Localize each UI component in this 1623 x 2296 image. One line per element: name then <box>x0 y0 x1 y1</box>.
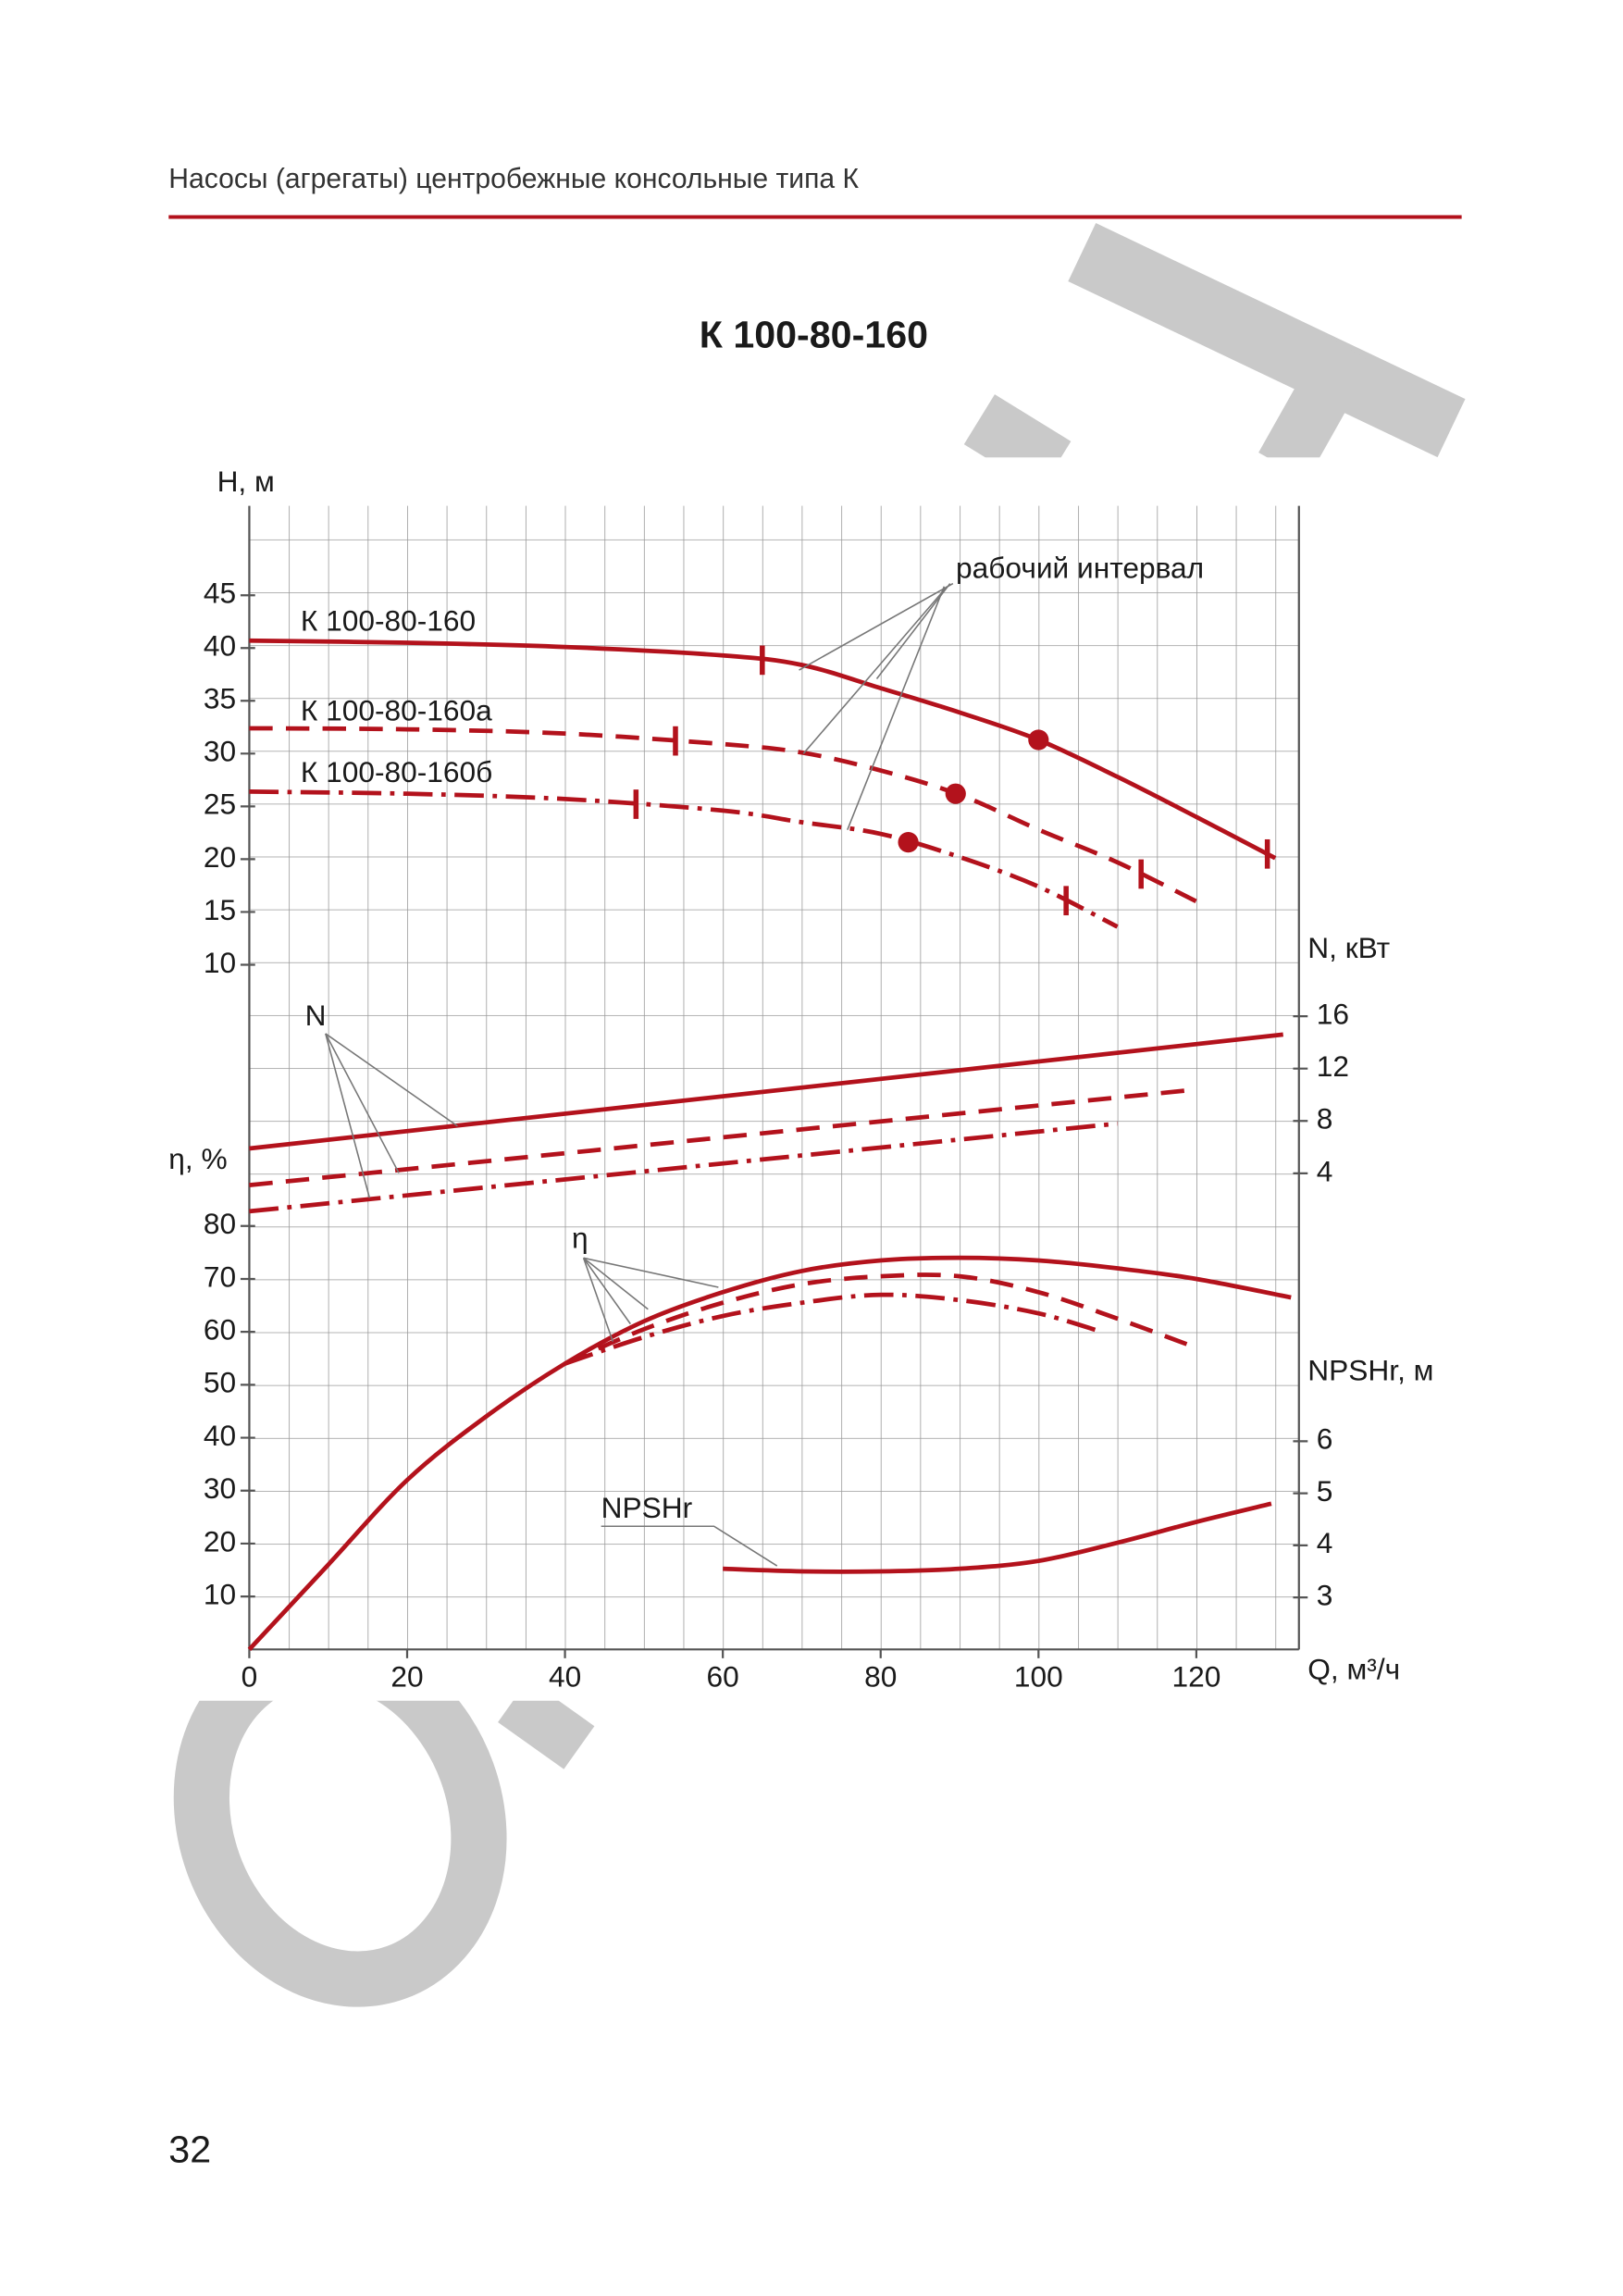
annotation: N <box>305 999 327 1032</box>
curve <box>564 1292 1103 1366</box>
y-tick-label: 10 <box>204 1578 236 1611</box>
axis-title: H, м <box>217 465 275 498</box>
y-tick-label: 30 <box>204 735 236 768</box>
x-axis-title: Q, м³/ч <box>1307 1652 1400 1685</box>
optimum-point <box>898 832 919 853</box>
leader-line <box>325 1033 400 1173</box>
x-tick-label: 80 <box>864 1659 897 1693</box>
y-tick-label: 10 <box>204 946 236 979</box>
x-tick-label: 0 <box>242 1659 258 1693</box>
curve <box>249 789 1119 929</box>
header-text: Насосы (агрегаты) центробежные консольны… <box>168 164 859 194</box>
series-label: К 100-80-160 <box>301 604 476 638</box>
leader-line <box>847 586 946 831</box>
curve <box>249 638 1277 861</box>
y-tick-label: 4 <box>1317 1154 1333 1187</box>
y-tick-label: 80 <box>204 1207 236 1240</box>
x-tick-label: 40 <box>549 1659 581 1693</box>
y-tick-label: 20 <box>204 1524 236 1558</box>
x-tick-label: 60 <box>707 1659 739 1693</box>
y-tick-label: 8 <box>1317 1102 1333 1136</box>
leader-line <box>799 582 954 671</box>
curve <box>723 1501 1272 1574</box>
leader-line <box>601 1525 778 1567</box>
axis-title: NPSHr, м <box>1307 1353 1433 1386</box>
x-tick-label: 20 <box>390 1659 423 1693</box>
y-tick-label: 4 <box>1317 1526 1333 1559</box>
leader-line <box>582 1258 614 1342</box>
y-tick-label: 6 <box>1317 1422 1333 1456</box>
y-tick-label: 40 <box>204 629 236 663</box>
annotation: рабочий интервал <box>956 552 1204 585</box>
series-label: NPSHr <box>601 1491 693 1524</box>
annotation: η <box>572 1222 588 1255</box>
series-label: К 100-80-160а <box>301 693 492 726</box>
curve <box>249 1121 1118 1214</box>
leader-line <box>583 1257 649 1310</box>
curve <box>247 1255 1292 1651</box>
page-number: 32 <box>168 2128 211 2171</box>
optimum-point <box>1028 729 1049 751</box>
leader-line <box>325 1033 371 1198</box>
y-tick-label: 30 <box>204 1471 236 1505</box>
curve <box>564 1272 1197 1366</box>
leader-line <box>325 1033 458 1127</box>
y-tick-label: 16 <box>1317 997 1349 1030</box>
leader-line <box>802 586 948 754</box>
leader-line <box>875 583 951 680</box>
y-tick-label: 12 <box>1317 1049 1349 1083</box>
grid-background <box>249 505 1299 1650</box>
y-tick-label: 45 <box>204 577 236 610</box>
series-label: К 100-80-160б <box>301 755 492 788</box>
curve <box>249 1086 1197 1187</box>
y-tick-label: 20 <box>204 840 236 874</box>
y-tick-label: 15 <box>204 893 236 926</box>
optimum-point <box>945 783 966 804</box>
axis-title: N, кВт <box>1307 931 1390 964</box>
curve <box>249 1032 1283 1151</box>
x-tick-label: 100 <box>1014 1659 1063 1693</box>
y-tick-label: 5 <box>1317 1474 1333 1508</box>
y-tick-label: 25 <box>204 788 236 821</box>
y-tick-label: 70 <box>204 1260 236 1293</box>
leader-line <box>583 1257 719 1288</box>
chart-title: К 100-80-160 <box>700 313 928 355</box>
y-tick-label: 60 <box>204 1313 236 1347</box>
y-tick-label: 40 <box>204 1419 236 1452</box>
curve <box>249 726 1197 904</box>
axis-title: η, % <box>168 1142 227 1175</box>
y-tick-label: 3 <box>1317 1578 1333 1611</box>
y-tick-label: 35 <box>204 682 236 715</box>
x-tick-label: 120 <box>1171 1659 1220 1693</box>
y-tick-label: 50 <box>204 1366 236 1399</box>
leader-line <box>582 1257 631 1325</box>
